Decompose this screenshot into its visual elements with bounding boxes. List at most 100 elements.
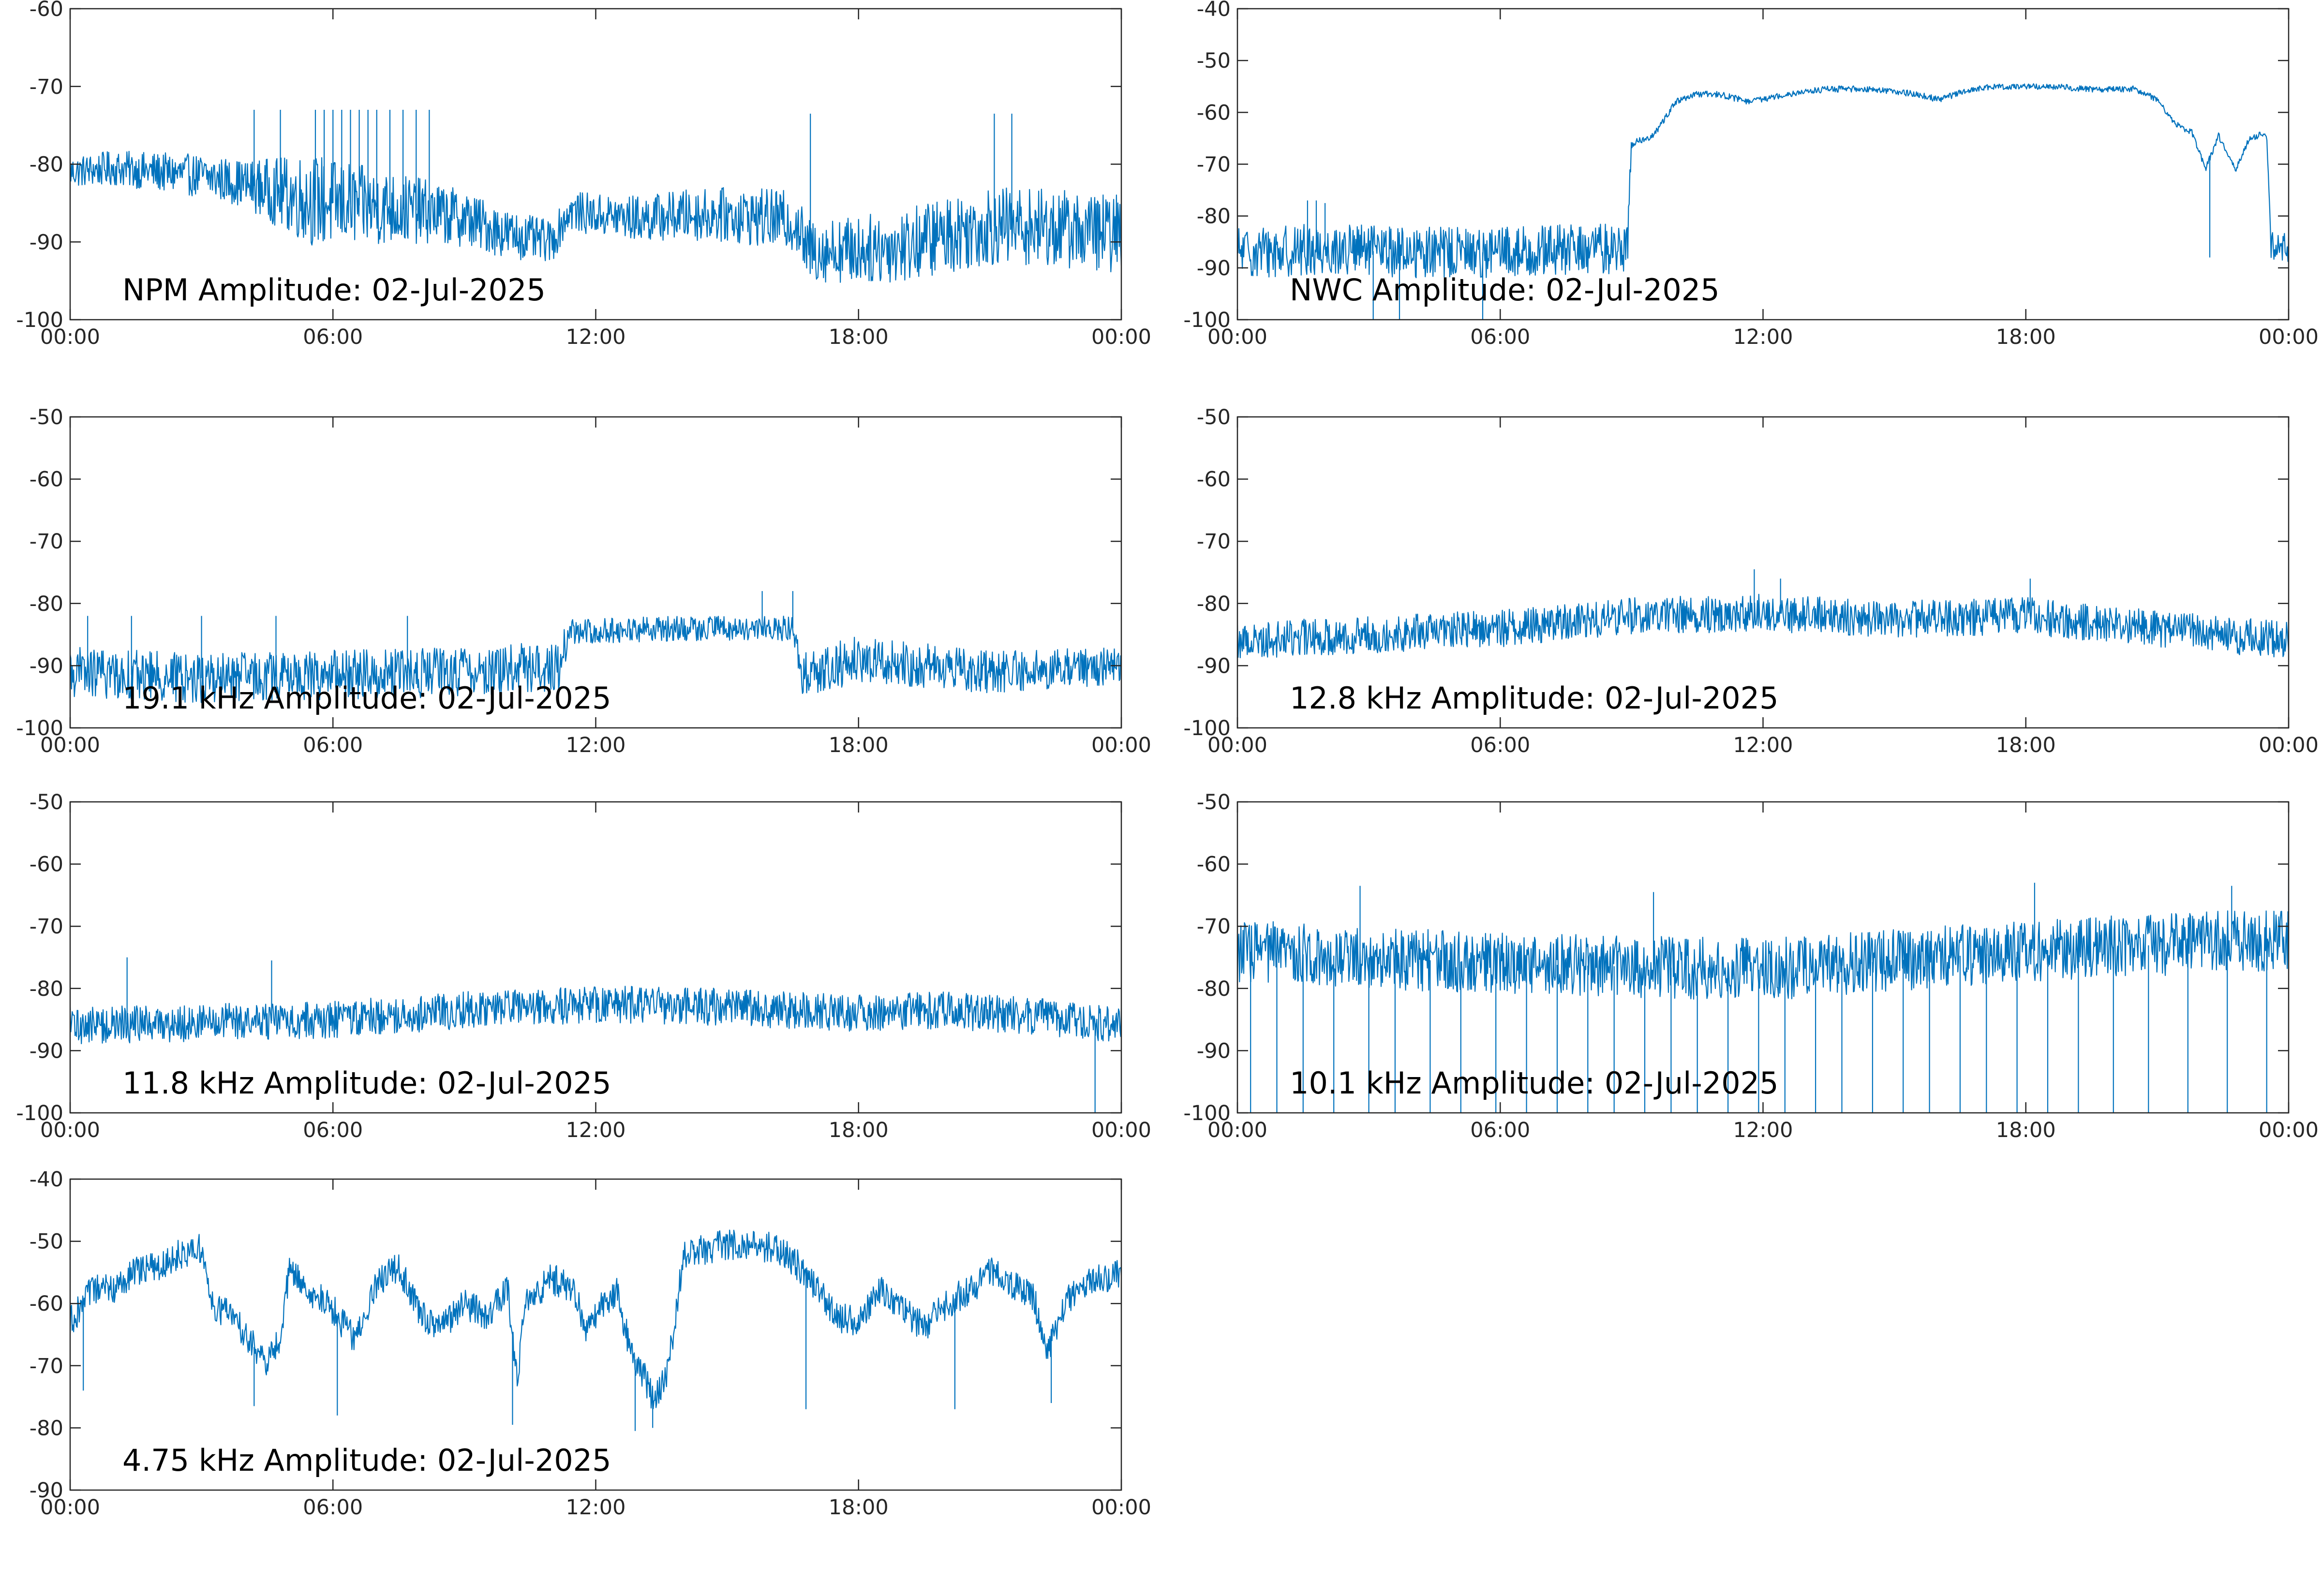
y-tick-label: -60 [30, 853, 63, 877]
y-tick-label: -70 [30, 530, 63, 554]
y-tick-label: -70 [1197, 153, 1231, 177]
chart-title: 4.75 kHz Amplitude: 02-Jul-2025 [122, 1443, 611, 1478]
y-tick-label: -40 [1197, 0, 1231, 21]
x-tick-label: 18:00 [829, 1495, 889, 1520]
y-tick-label: -90 [30, 1039, 63, 1063]
x-tick-label: 00:00 [1091, 325, 1151, 349]
y-tick-label: -50 [1197, 405, 1231, 429]
chart-panel: 00:00 06:00 12:00 18:00 00:00 -50 -60 -70 -80 -90… [16, 405, 1151, 757]
y-tick-label: -100 [16, 1101, 63, 1125]
x-tick-label: 00:00 [1207, 325, 1267, 349]
series-line [70, 957, 1121, 1113]
y-tick-label: -100 [1183, 308, 1231, 332]
x-tick-label: 06:00 [303, 733, 363, 757]
y-tick-label: -50 [30, 405, 63, 429]
x-tick-label: 18:00 [829, 733, 889, 757]
y-tick-label: -50 [1197, 49, 1231, 73]
y-tick-label: -80 [30, 153, 63, 177]
x-tick-label: 12:00 [566, 325, 626, 349]
chart-title: NPM Amplitude: 02-Jul-2025 [122, 272, 546, 308]
x-tick-label: 18:00 [1996, 1118, 2056, 1142]
series-line [70, 110, 1121, 283]
x-tick-label: 00:00 [40, 1118, 100, 1142]
y-tick-label: -80 [1197, 977, 1231, 1001]
y-tick-label: -50 [1197, 790, 1231, 814]
chart-title: 12.8 kHz Amplitude: 02-Jul-2025 [1290, 680, 1779, 716]
series-line [1237, 83, 2289, 320]
chart-panel: 00:00 06:00 12:00 18:00 00:00 -40 -50 -60 -70 -80… [1183, 0, 2319, 349]
y-tick-label: -70 [30, 1354, 63, 1378]
x-tick-label: 00:00 [1091, 1118, 1151, 1142]
x-tick-label: 00:00 [1091, 733, 1151, 757]
y-tick-label: -100 [1183, 716, 1231, 740]
x-tick-label: 06:00 [303, 1495, 363, 1520]
x-tick-label: 12:00 [1733, 733, 1793, 757]
series-line [70, 1229, 1121, 1431]
chart-panel: 00:00 06:00 12:00 18:00 00:00 -50 -60 -70 -80 -90… [1183, 790, 2319, 1142]
y-tick-label: -60 [1197, 468, 1231, 492]
y-tick-label: -80 [30, 1416, 63, 1440]
x-tick-label: 00:00 [1091, 1495, 1151, 1520]
x-tick-label: 18:00 [1996, 325, 2056, 349]
y-tick-label: -60 [30, 1292, 63, 1316]
chart-title: 10.1 kHz Amplitude: 02-Jul-2025 [1290, 1065, 1779, 1101]
series-line [1237, 569, 2289, 659]
y-tick-label: -100 [1183, 1101, 1231, 1125]
x-tick-label: 12:00 [566, 1118, 626, 1142]
y-tick-label: -70 [1197, 530, 1231, 554]
x-tick-label: 06:00 [303, 325, 363, 349]
y-tick-label: -80 [30, 592, 63, 616]
x-tick-label: 18:00 [829, 1118, 889, 1142]
y-tick-label: -90 [1197, 654, 1231, 678]
y-tick-label: -70 [30, 75, 63, 99]
x-tick-label: 06:00 [303, 1118, 363, 1142]
y-tick-label: -100 [16, 716, 63, 740]
y-tick-label: -60 [30, 468, 63, 492]
y-tick-label: -70 [30, 915, 63, 939]
x-tick-label: 00:00 [2259, 733, 2319, 757]
x-tick-label: 18:00 [829, 325, 889, 349]
y-tick-label: -50 [30, 1230, 63, 1254]
y-tick-label: -90 [30, 1478, 63, 1503]
y-tick-label: -90 [1197, 256, 1231, 281]
x-tick-label: 00:00 [2259, 1118, 2319, 1142]
chart-panel: 00:00 06:00 12:00 18:00 00:00 -40 -50 -60 -70 -80… [30, 1167, 1151, 1520]
y-tick-label: -90 [1197, 1039, 1231, 1063]
series-line [70, 591, 1121, 703]
x-tick-label: 12:00 [566, 733, 626, 757]
chart-panels: 00:00 06:00 12:00 18:00 00:00 -60 -70 -80 -90 -10… [16, 0, 2319, 1520]
x-tick-label: 00:00 [40, 1495, 100, 1520]
y-tick-label: -60 [1197, 853, 1231, 877]
x-tick-label: 12:00 [1733, 1118, 1793, 1142]
y-tick-label: -70 [1197, 915, 1231, 939]
chart-title: NWC Amplitude: 02-Jul-2025 [1290, 272, 1720, 308]
y-tick-label: -100 [16, 308, 63, 332]
y-tick-label: -60 [30, 0, 63, 21]
x-tick-label: 00:00 [40, 733, 100, 757]
y-tick-label: -80 [30, 977, 63, 1001]
y-tick-label: -80 [1197, 205, 1231, 229]
chart-panel: 00:00 06:00 12:00 18:00 00:00 -60 -70 -80 -90 -10… [16, 0, 1151, 349]
chart-panel: 00:00 06:00 12:00 18:00 00:00 -50 -60 -70 -80 -90… [16, 790, 1151, 1142]
y-tick-label: -90 [30, 654, 63, 678]
x-tick-label: 18:00 [1996, 733, 2056, 757]
y-tick-label: -40 [30, 1167, 63, 1192]
chart-title: 11.8 kHz Amplitude: 02-Jul-2025 [122, 1065, 611, 1101]
chart-title: 19.1 kHz Amplitude: 02-Jul-2025 [122, 680, 611, 716]
x-tick-label: 00:00 [1207, 1118, 1267, 1142]
series-line [1237, 879, 2289, 1113]
x-tick-label: 06:00 [1470, 325, 1530, 349]
y-tick-label: -50 [30, 790, 63, 814]
x-tick-label: 12:00 [566, 1495, 626, 1520]
x-tick-label: 06:00 [1470, 733, 1530, 757]
y-tick-label: -60 [1197, 101, 1231, 125]
x-tick-label: 12:00 [1733, 325, 1793, 349]
y-tick-label: -80 [1197, 592, 1231, 616]
chart-panel: 00:00 06:00 12:00 18:00 00:00 -50 -60 -70 -80 -90… [1183, 405, 2319, 757]
x-tick-label: 00:00 [40, 325, 100, 349]
y-tick-label: -90 [30, 230, 63, 254]
x-tick-label: 00:00 [1207, 733, 1267, 757]
x-tick-label: 06:00 [1470, 1118, 1530, 1142]
x-tick-label: 00:00 [2259, 325, 2319, 349]
